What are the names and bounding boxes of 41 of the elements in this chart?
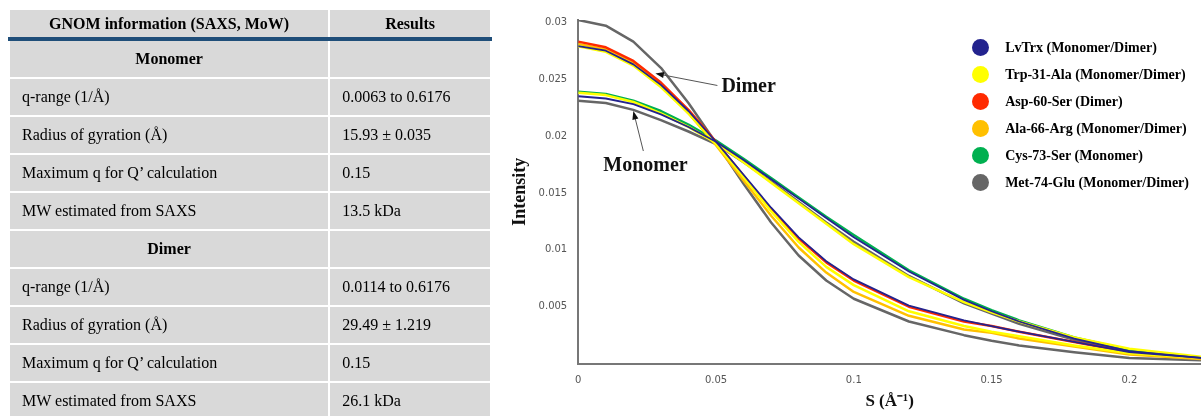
- text: 13.5 kDa: [342, 202, 401, 219]
- legend-label: Asp-60-Ser (Dimer): [1005, 93, 1123, 110]
- category-label: q-range (1/Å): [22, 88, 110, 105]
- text: 26.1 kDa: [342, 392, 401, 409]
- y-tick-label: 0.02: [544, 129, 568, 141]
- category-label: Radius of gyration (Å): [22, 126, 168, 143]
- annotation: Monomer: [603, 153, 688, 176]
- x-tick-label: 0.2: [1121, 374, 1138, 386]
- text: 29.49 ± 1.219: [342, 316, 431, 333]
- text: 0.15: [342, 354, 371, 371]
- category-label: Results: [329, 9, 491, 39]
- category-label: Maximum q for Q’ calculation: [22, 354, 218, 371]
- text: 0.15: [342, 164, 371, 181]
- x-tick-label: 0: [575, 374, 582, 386]
- category-label: q-range (1/Å): [22, 278, 110, 295]
- y-tick-label: 0.025: [538, 72, 568, 84]
- y-tick-label: 0.03: [544, 15, 568, 27]
- text: 0.0114 to 0.6176: [342, 278, 451, 295]
- legend-label: Trp-31-Ala (Monomer/Dimer): [1005, 66, 1186, 83]
- text: 0.0063 to 0.6176: [342, 88, 451, 105]
- category-label: GNOM information (SAXS, MoW): [9, 9, 330, 39]
- category-label: Radius of gyration (Å): [22, 316, 168, 333]
- x-axis-title: S (Å⁻¹): [865, 391, 914, 411]
- legend-label: Met-74-Glu (Monomer/Dimer): [1005, 174, 1189, 191]
- category-label: Dimer: [147, 240, 191, 257]
- y-axis-title: Intensity: [509, 157, 530, 226]
- x-tick-label: 0.05: [704, 374, 728, 386]
- category-label: Maximum q for Q’ calculation: [22, 164, 218, 181]
- category-label: MW estimated from SAXS: [22, 392, 197, 409]
- x-tick-label: 0.1: [845, 374, 862, 386]
- y-tick-label: 0.005: [538, 300, 568, 312]
- category-label: MW estimated from SAXS: [22, 202, 197, 219]
- category-label: Monomer: [135, 50, 203, 67]
- y-tick-label: 0.015: [538, 186, 568, 198]
- text: 15.93 ± 0.035: [342, 126, 431, 143]
- legend-label: Ala-66-Arg (Monomer/Dimer): [1005, 120, 1187, 137]
- x-tick-label: 0.15: [980, 374, 1003, 386]
- y-tick-label: 0.01: [544, 243, 568, 255]
- legend-label: Cys-73-Ser (Monomer): [1005, 147, 1143, 164]
- legend-label: LvTrx (Monomer/Dimer): [1005, 39, 1157, 56]
- annotation: Dimer: [721, 74, 776, 97]
